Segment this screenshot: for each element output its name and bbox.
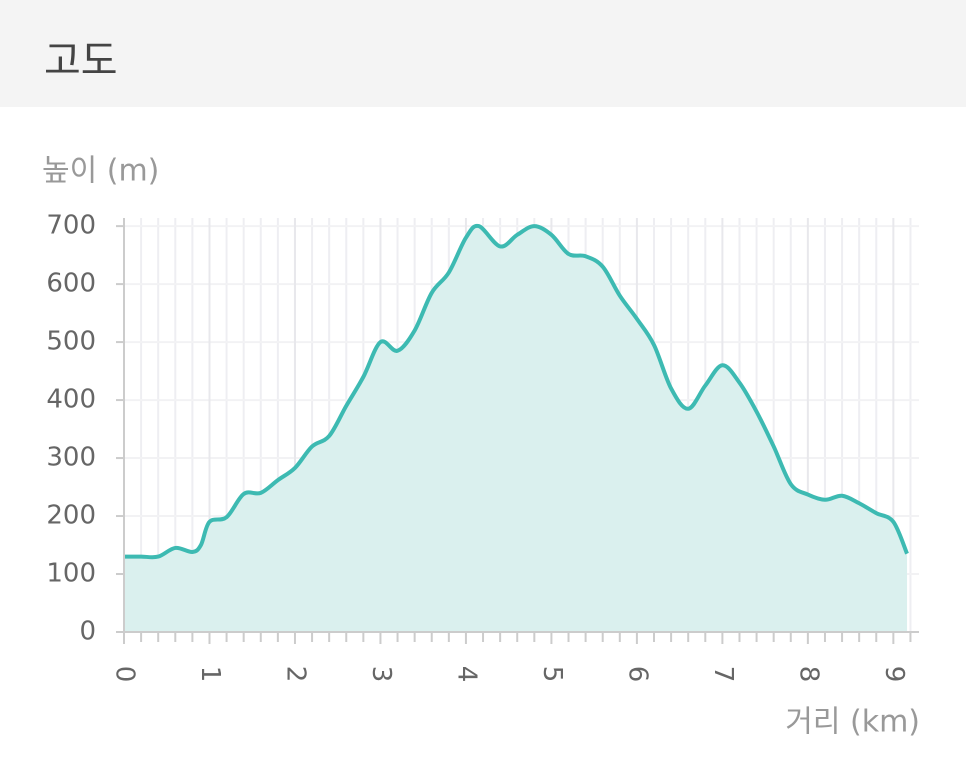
y-axis-label: 높이 (m) [42, 154, 159, 189]
x-tick-label: 1 [195, 666, 225, 683]
elevation-line [124, 223, 909, 560]
y-tick-label: 600 [46, 269, 96, 299]
x-axis-label: 거리 (km) [785, 705, 920, 740]
x-tick-label: 7 [708, 666, 738, 683]
header-title: 고도 [44, 38, 118, 84]
y-tick-label: 100 [46, 559, 96, 589]
x-tick-label: 4 [451, 666, 481, 683]
x-tick-label: 3 [366, 666, 396, 683]
x-tick-label: 5 [537, 666, 567, 683]
x-tick-label: 8 [793, 666, 823, 683]
y-tick-label: 300 [46, 443, 96, 473]
y-tick-label: 200 [46, 501, 96, 531]
area-fill [124, 225, 908, 632]
y-tick-label: 0 [79, 617, 96, 647]
x-tick-label: 0 [110, 666, 140, 683]
chart: 높이 (m) 거리 (km) 0 100 200 300 400 500 600 700 0 1 2… [42, 154, 920, 740]
x-tick-label: 6 [622, 666, 652, 683]
x-tick-label: 2 [280, 666, 310, 683]
x-tick-label: 9 [879, 666, 909, 683]
y-tick-label: 500 [46, 327, 96, 357]
y-tick-label: 700 [46, 211, 96, 241]
y-tick-label: 400 [46, 385, 96, 415]
header: 고도 [0, 0, 966, 107]
